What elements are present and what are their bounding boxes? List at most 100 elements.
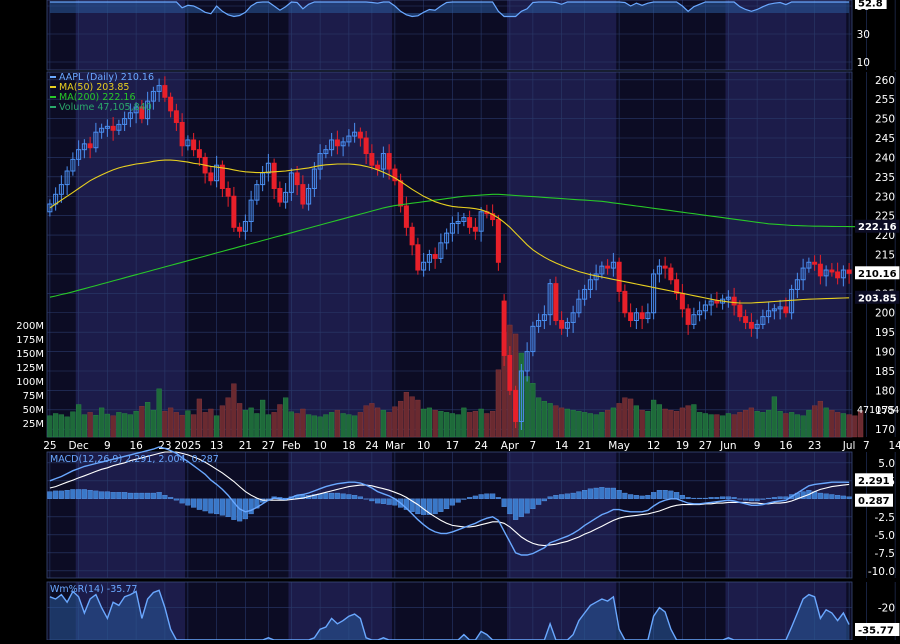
candle: [812, 255, 818, 271]
candle: [415, 237, 421, 275]
date-tick-label: 16: [779, 440, 793, 452]
date-tick-label: 10: [417, 440, 430, 452]
volume-bar: [547, 403, 553, 438]
volume-bar: [380, 409, 386, 438]
volume-bar: [513, 333, 519, 438]
histogram-bar: [697, 497, 703, 499]
volume-bar: [679, 407, 685, 438]
candle: [524, 342, 530, 382]
volume-bar: [645, 411, 651, 438]
volume-bar: [179, 414, 185, 438]
candle: [754, 319, 760, 339]
histogram-bar: [668, 490, 674, 499]
candle: [93, 122, 99, 153]
volume-bar: [185, 410, 191, 438]
date-tick-label: 7: [530, 440, 537, 452]
volume-bar: [415, 399, 421, 438]
histogram-bar: [536, 498, 542, 505]
volume-bar: [524, 376, 530, 438]
macd-tick-label: 5.0: [878, 458, 895, 470]
histogram-bar: [145, 492, 151, 499]
volume-bar: [283, 397, 289, 438]
histogram-bar: [110, 492, 116, 499]
candle: [587, 272, 593, 298]
macd-last-label: 2.291: [855, 473, 893, 487]
date-tick-label: 7: [863, 440, 870, 452]
date-tick-label: Jun: [719, 440, 736, 452]
price-tick-label: 195: [875, 327, 895, 339]
volume-bar: [122, 413, 128, 438]
candle: [99, 123, 105, 139]
histogram-bar: [484, 493, 490, 499]
candle: [656, 259, 662, 283]
histogram-bar: [139, 492, 145, 499]
candle: [622, 284, 628, 318]
date-tick-label: 18: [342, 440, 355, 452]
volume-bar: [110, 415, 116, 438]
histogram-bar: [518, 498, 524, 517]
candle: [495, 214, 501, 271]
volume-bar: [593, 414, 599, 438]
histogram-bar: [329, 492, 335, 499]
candle: [432, 247, 438, 269]
volume-bar: [231, 383, 237, 438]
volume-bar: [777, 411, 783, 438]
candle: [708, 294, 714, 316]
candle: [283, 183, 289, 209]
volume-bar: [202, 412, 208, 438]
candle: [352, 122, 358, 143]
volume-bar: [858, 410, 864, 438]
histogram-bar: [104, 491, 110, 499]
histogram-bar: [737, 498, 743, 500]
volume-bar: [47, 415, 53, 438]
candle: [559, 311, 565, 335]
volume-bar: [714, 414, 720, 438]
volume-bar: [58, 414, 64, 438]
volume-bar: [633, 405, 639, 438]
price-tick-label: 180: [875, 385, 895, 397]
candle: [530, 321, 536, 357]
histogram-bar: [380, 498, 386, 504]
volume-bar: [800, 415, 806, 438]
volume-bar: [576, 411, 582, 438]
histogram-bar: [725, 496, 731, 499]
volume-bar: [553, 405, 559, 438]
candle: [145, 91, 151, 126]
candle: [846, 263, 852, 284]
volume-bar: [317, 416, 323, 438]
candle: [340, 137, 346, 157]
volume-bar: [725, 413, 731, 438]
histogram-bar: [582, 490, 588, 499]
candle: [840, 265, 846, 287]
candle: [317, 144, 323, 180]
price-tick-label: 200: [875, 308, 895, 320]
volume-bar: [214, 415, 220, 438]
histogram-bar: [421, 498, 427, 515]
macd-tick-label: -2.5: [875, 512, 896, 524]
volume-bar: [225, 397, 231, 438]
candle: [277, 181, 283, 207]
histogram-bar: [409, 498, 415, 512]
macd-histogram: [47, 487, 852, 522]
candle: [242, 214, 248, 240]
candle: [127, 103, 133, 128]
volume-bar: [668, 409, 674, 438]
volume-tick-label: 200M: [16, 321, 44, 332]
price-tick-label: 215: [875, 250, 895, 262]
price-tick-label: 190: [875, 347, 895, 359]
volume-bar: [674, 411, 680, 438]
histogram-bar: [622, 492, 628, 499]
candle: [536, 313, 542, 333]
candle: [668, 263, 674, 285]
histogram-bar: [645, 495, 651, 499]
histogram-bar: [576, 491, 582, 499]
candle: [455, 212, 461, 234]
legend-entry: MA(50) 203.85: [59, 82, 129, 93]
ma50-last-label: 203.85: [855, 290, 900, 304]
price-tick-label: 245: [875, 133, 895, 145]
candle: [214, 155, 220, 188]
candle: [110, 117, 116, 141]
candle: [794, 272, 800, 298]
volume-bar: [766, 409, 772, 438]
